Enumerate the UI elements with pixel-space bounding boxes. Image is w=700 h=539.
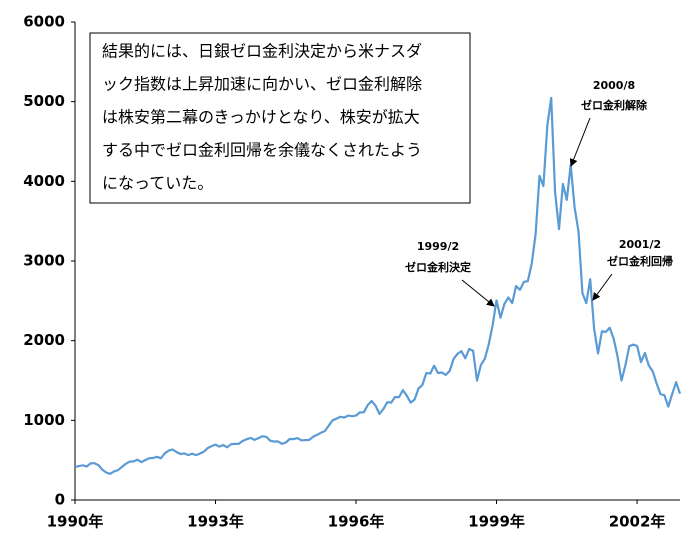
text-line: は株安第二幕のきっかけとなり、株安が拡大 <box>102 108 420 127</box>
x-tick-label: 1993年 <box>187 513 244 531</box>
annotation-date: 2001/2 <box>619 238 661 251</box>
y-tick-label: 1000 <box>23 411 65 429</box>
annotation: 1999/2 ゼロ金利決定 <box>405 240 495 307</box>
y-tick-label: 0 <box>55 491 65 509</box>
annotation-label: ゼロ金利決定 <box>405 260 471 274</box>
y-tick-label: 6000 <box>23 13 65 31</box>
annotation-date: 1999/2 <box>417 240 459 253</box>
x-tick-label: 1999年 <box>468 513 525 531</box>
annotation-arrow <box>461 279 495 307</box>
text-line: する中でゼロ金利回帰を余儀なくされたよう <box>102 141 422 160</box>
x-tick-label: 2002年 <box>609 513 666 531</box>
annotation-arrow <box>592 273 613 301</box>
text-line: になっていた。 <box>102 174 213 193</box>
text-box-frame <box>89 32 471 204</box>
y-tick-label: 3000 <box>23 252 65 270</box>
annotation: 2000/8 ゼロ金利解除 <box>569 79 648 167</box>
annotation-arrow <box>569 117 591 167</box>
annotation-date: 2000/8 <box>593 79 635 92</box>
x-tick-label: 1990年 <box>47 513 104 531</box>
y-tick-label: 4000 <box>23 172 65 190</box>
annotation-label: ゼロ金利解除 <box>581 98 648 112</box>
x-tick-label: 1996年 <box>328 513 385 531</box>
text-line: 結果的には、日銀ゼロ金利決定から米ナスダ <box>102 42 422 61</box>
text-line: ック指数は上昇加速に向かい、ゼロ金利解除 <box>102 75 422 94</box>
text-box: 結果的には、日銀ゼロ金利決定から米ナスダ ック指数は上昇加速に向かい、ゼロ金利解… <box>89 32 471 204</box>
y-tick-label: 2000 <box>23 331 65 349</box>
annotation-label: ゼロ金利回帰 <box>607 254 673 268</box>
data-line <box>74 96 682 475</box>
annotation: 2001/2 ゼロ金利回帰 <box>592 238 673 301</box>
y-tick-label: 5000 <box>23 92 65 110</box>
